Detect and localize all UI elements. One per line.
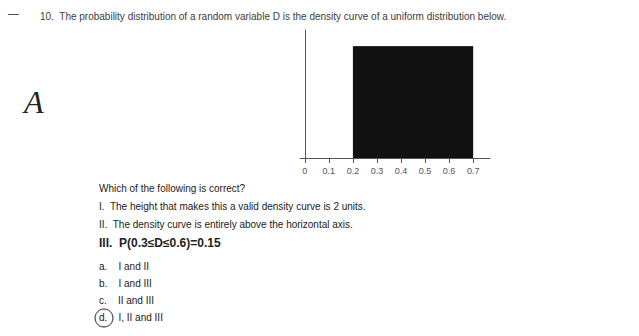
svg-text:a. I and II: a. I and II xyxy=(99,261,149,272)
svg-text:0.5: 0.5 xyxy=(419,166,432,176)
svg-text:c. II and III: c. II and III xyxy=(99,295,154,306)
svg-text:0.1: 0.1 xyxy=(323,166,336,176)
svg-text:10. The probability distribut: 10. The probability distribution of a ra… xyxy=(40,11,506,22)
svg-text:II. The density curve is enti: II. The density curve is entirely above … xyxy=(99,219,353,230)
svg-text:Which of the following is corr: Which of the following is correct? xyxy=(99,183,246,194)
svg-text:d. I, II and III: d. I, II and III xyxy=(99,312,163,323)
svg-text:III. P(0.3≤D≤0.6)=0.15: III. P(0.3≤D≤0.6)=0.15 xyxy=(99,236,221,250)
svg-text:0.7: 0.7 xyxy=(467,166,480,176)
svg-text:b. I and III: b. I and III xyxy=(99,278,152,289)
svg-text:I. The height that makes this: I. The height that makes this a valid de… xyxy=(99,201,366,212)
svg-text:A: A xyxy=(22,84,44,120)
svg-text:0.6: 0.6 xyxy=(443,166,456,176)
svg-text:0: 0 xyxy=(302,166,307,176)
svg-text:—: — xyxy=(8,7,19,19)
svg-text:0.2: 0.2 xyxy=(347,166,360,176)
svg-text:0.4: 0.4 xyxy=(395,166,408,176)
svg-text:0.3: 0.3 xyxy=(371,166,384,176)
